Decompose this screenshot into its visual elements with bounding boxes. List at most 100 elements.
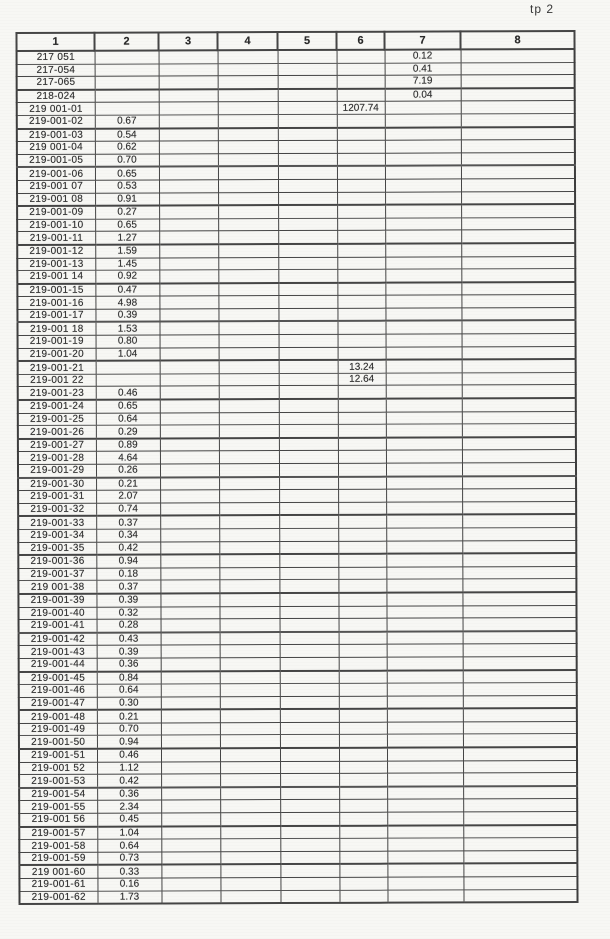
row-id-cell: 219-001-59 [19,852,98,866]
value-cell [462,747,578,761]
value-cell [94,63,159,77]
value-cell [218,463,280,477]
row-id-cell: 219-001 52 [19,761,98,775]
value-cell [158,153,218,167]
value-cell [220,864,281,878]
value-cell [462,566,577,580]
value-cell: 7.19 [384,75,461,89]
value-cell [279,592,339,607]
value-cell: 0.70 [96,722,161,736]
value-cell [278,295,338,309]
value-cell [161,838,221,852]
value-cell [385,217,462,231]
value-cell [337,308,386,322]
value-cell [339,864,388,878]
column-header: 1 [16,32,95,51]
value-cell [278,463,339,477]
value-cell [337,217,386,231]
value-cell [277,49,337,64]
value-cell [280,851,340,865]
value-cell [463,824,578,839]
value-cell [279,502,339,516]
value-cell: 0.91 [95,192,160,206]
value-cell: 2.07 [96,490,161,503]
value-cell [158,179,219,193]
value-cell [386,644,463,658]
value-cell [218,282,279,297]
row-id-cell: 219-001-29 [17,464,97,478]
value-cell [387,889,464,903]
value-cell [218,230,279,245]
value-cell: 12.64 [337,373,386,386]
value-cell: 0.42 [96,541,161,555]
value-cell [160,657,220,671]
value-cell [387,760,464,774]
value-cell [462,630,577,645]
value-cell [160,476,220,491]
row-id-cell: 219-001-15 [17,283,96,297]
value-cell [161,787,221,801]
value-cell [462,527,577,541]
value-cell [220,851,281,865]
row-id-cell: 219-001-58 [19,839,98,853]
value-cell [219,567,280,581]
row-id-cell: 219-001-57 [19,826,98,840]
value-cell [463,798,578,812]
value-cell: 0.27 [95,205,160,219]
row-id-cell: 218-024 [16,89,95,103]
value-cell [219,502,280,516]
value-cell [385,307,462,322]
value-cell [338,631,387,645]
value-cell [384,126,461,141]
value-cell [460,165,575,179]
value-cell: 0.16 [97,877,162,891]
value-cell [461,462,577,477]
value-cell [338,670,387,684]
value-cell [338,579,387,593]
value-cell [461,320,576,334]
row-id-cell: 219-001-35 [18,541,97,556]
value-cell [338,540,387,555]
row-id-cell: 217 051 [16,50,95,65]
value-cell [219,631,280,646]
value-cell [278,321,338,335]
value-cell [337,424,386,438]
value-cell: 0.94 [96,735,161,749]
value-cell [280,773,340,787]
value-cell [337,398,386,412]
row-id-cell: 219-001-09 [17,205,96,220]
value-cell: 0.65 [95,218,160,232]
row-id-cell: 219-001-46 [18,684,97,698]
value-cell [337,334,386,348]
value-cell [94,76,159,90]
value-cell [277,153,337,167]
value-cell [462,605,577,619]
value-cell [219,528,280,542]
value-cell [337,282,386,296]
value-cell [220,812,281,826]
value-cell: 0.80 [95,335,160,348]
row-id-cell: 219-001 22 [17,374,96,387]
value-cell [160,554,220,568]
value-cell [161,812,221,827]
row-id-cell: 219-001-11 [17,231,96,245]
value-cell [280,786,340,800]
value-cell [338,566,387,580]
value-cell [159,373,219,387]
value-cell [218,308,279,322]
value-cell [461,229,576,244]
row-id-cell: 219-001-05 [16,153,95,168]
value-cell [384,178,462,192]
value-cell [160,683,220,697]
value-cell: 0.21 [96,709,161,724]
value-cell [461,411,576,425]
value-cell [462,669,577,684]
value-cell [219,606,280,619]
value-cell [218,218,279,232]
value-cell [160,722,220,736]
value-cell [460,87,575,102]
value-cell [460,178,576,192]
row-id-cell: 219-001-45 [18,671,97,685]
row-id-cell: 219-001-39 [18,593,97,608]
value-cell [463,772,578,787]
